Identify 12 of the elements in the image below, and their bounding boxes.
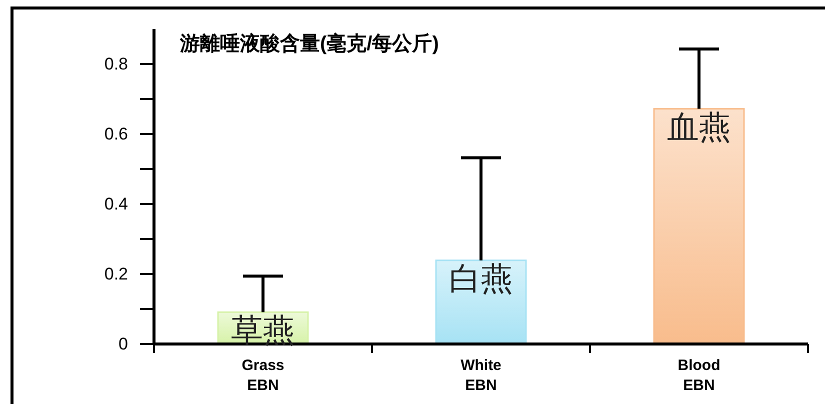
- annotation: 草燕: [231, 311, 295, 349]
- x-tick-label: White EBN: [460, 357, 502, 394]
- y-tick-label: 0: [118, 334, 128, 354]
- annotation: 血燕: [667, 108, 731, 146]
- chart-title: 游離唾液酸含量(毫克/每公斤): [179, 32, 439, 55]
- x-tick-label: Grass EBN: [242, 357, 284, 394]
- annotation: 白燕: [449, 259, 513, 298]
- y-tick-label: 0.2: [104, 264, 128, 284]
- y-tick-label: 0.8: [104, 54, 128, 74]
- y-tick-label: 0.6: [104, 124, 128, 144]
- x-tick-label: Blood EBN: [678, 357, 720, 394]
- y-tick-label: 0.4: [104, 194, 128, 214]
